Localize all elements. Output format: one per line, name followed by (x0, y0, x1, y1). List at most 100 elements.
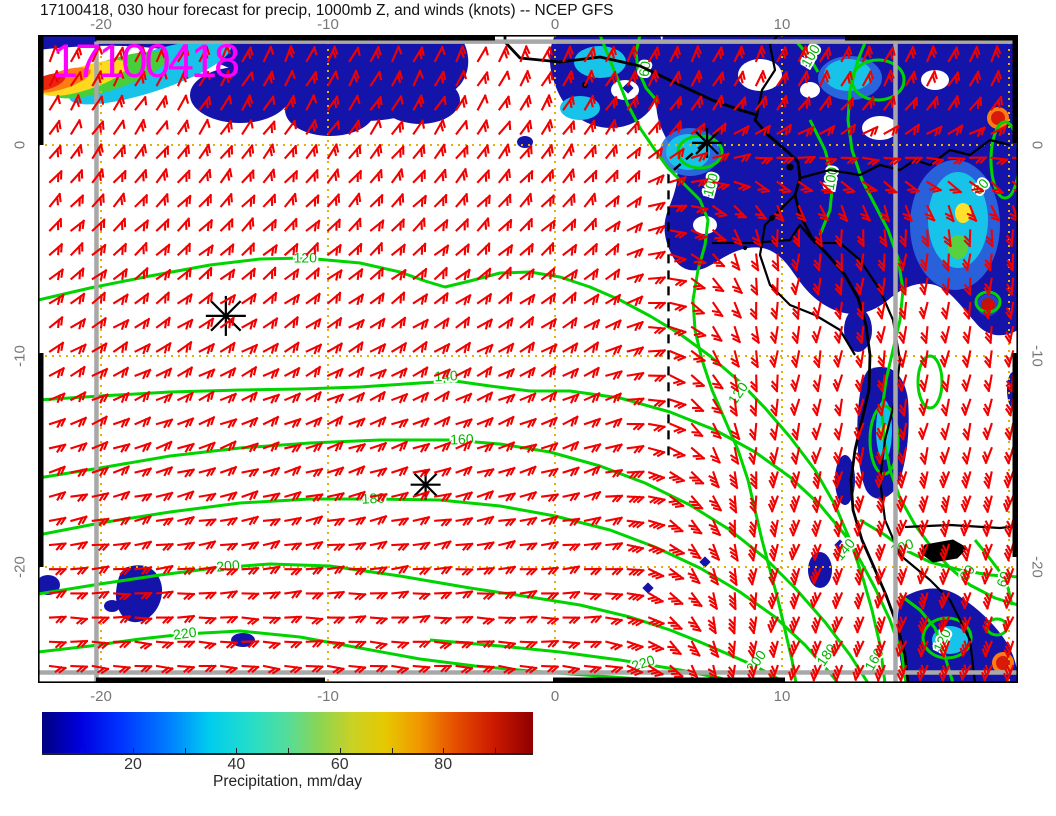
island-dot (769, 215, 775, 221)
wind-barb (729, 446, 740, 465)
wind-barb (326, 466, 345, 477)
coastline (503, 35, 910, 683)
wind-barb (305, 70, 319, 87)
wind-barb (391, 45, 403, 63)
wind-barb (687, 543, 702, 560)
wind-barb (176, 340, 193, 353)
asterisk-spoke (695, 131, 719, 155)
wind-barb (176, 94, 190, 111)
wind-barb (689, 470, 705, 485)
wind-barb (390, 243, 406, 257)
wind-barb (198, 193, 213, 208)
wind-barb (789, 592, 801, 610)
wind-barb (877, 253, 886, 272)
wind-barb (134, 193, 149, 208)
wind-barb (605, 370, 623, 381)
wind-barb (476, 194, 492, 208)
wind-barb (540, 70, 554, 87)
wind-barb (91, 491, 110, 502)
wind-barb (939, 640, 951, 658)
wind-barb (241, 318, 258, 330)
wind-barb (262, 168, 276, 184)
wind-barb (711, 301, 724, 318)
wind-barb (562, 565, 581, 575)
wind-barb (880, 204, 891, 223)
wind-barb (219, 268, 236, 281)
wind-barb (91, 466, 110, 477)
wind-barb (498, 492, 517, 502)
wind-barb (348, 192, 362, 208)
wind-barb (241, 343, 259, 355)
wind-barb (710, 422, 722, 440)
wind-barb (840, 70, 853, 87)
wind-barb (562, 517, 581, 527)
wind-barb (711, 228, 727, 243)
wind-barb (48, 341, 65, 354)
wind-barb (984, 326, 993, 345)
wind-barb (112, 516, 131, 526)
wind-barb (540, 169, 555, 184)
wind-barb (840, 180, 856, 194)
wind-barb (1004, 519, 1015, 538)
wind-barb (305, 267, 321, 281)
wind-barb (262, 266, 277, 281)
wind-barb (476, 592, 495, 601)
wind-barb (519, 94, 532, 111)
wind-barb (177, 592, 196, 601)
wind-barb (348, 516, 367, 526)
wind-barb (241, 467, 260, 478)
wind-barb (391, 392, 409, 404)
wind-barb (626, 397, 645, 406)
wind-barb (519, 465, 537, 477)
wind-barb (433, 416, 451, 428)
wind-barb (562, 440, 580, 452)
wind-barb (852, 543, 865, 561)
wind-barb (819, 69, 831, 87)
contour-label: 120 (725, 379, 752, 407)
wind-barb (498, 591, 517, 600)
wind-barb (809, 591, 822, 609)
wind-barb (941, 253, 950, 272)
wind-barb (305, 242, 320, 257)
wind-barb (434, 664, 453, 673)
wind-barb (897, 350, 908, 368)
wind-barb (583, 119, 597, 136)
wind-barb (770, 277, 779, 296)
wind-barb (391, 615, 410, 624)
wind-barb (776, 46, 789, 63)
wind-barb (583, 69, 596, 87)
wind-barb (860, 204, 871, 222)
wind-barb (983, 277, 993, 296)
wind-barb (155, 466, 174, 477)
wind-barb (647, 69, 660, 87)
wind-barb (113, 541, 132, 551)
wind-barb (541, 591, 560, 600)
wind-barb (647, 120, 661, 136)
wind-barb (198, 640, 217, 650)
wind-barb (91, 168, 105, 184)
wind-barb (262, 539, 281, 550)
wind-barb (369, 118, 382, 136)
wind-barb (70, 442, 88, 453)
wind-barb (134, 416, 152, 428)
wind-barb (1011, 180, 1018, 194)
wind-barb (519, 417, 537, 429)
wind-barb (220, 590, 239, 599)
wind-barb (540, 317, 558, 330)
wind-barb (883, 69, 895, 87)
wind-barb (241, 616, 260, 626)
wind-barb (91, 316, 107, 329)
wind-barb (832, 446, 844, 465)
wind-barb (667, 640, 682, 656)
wind-barb (883, 156, 902, 166)
wind-barb (540, 416, 558, 428)
precip-blob (948, 235, 968, 259)
wind-barb (797, 70, 810, 87)
wind-barb (1003, 640, 1015, 658)
wind-barb (326, 367, 344, 379)
wind-barb (262, 393, 281, 404)
wind-barb (875, 616, 886, 634)
wind-barb (412, 664, 431, 674)
wind-barb (750, 325, 761, 344)
asterisk-marker (205, 295, 246, 336)
